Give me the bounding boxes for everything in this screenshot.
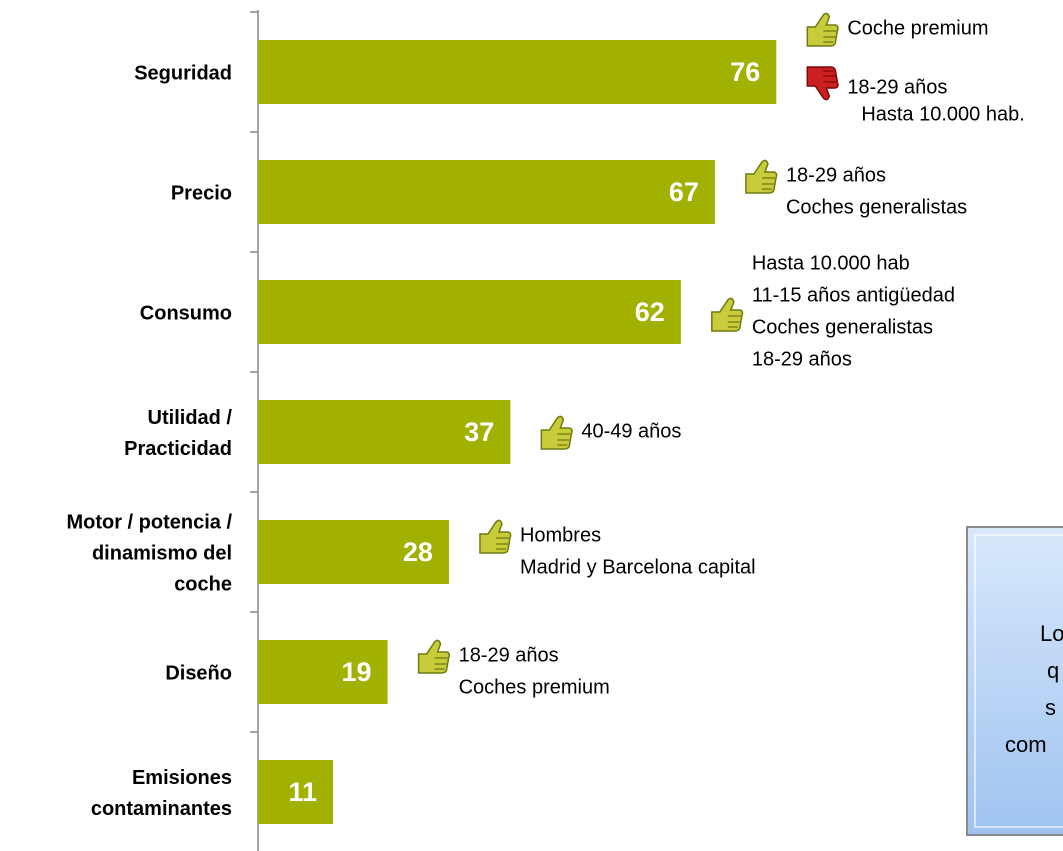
annotation-text: 18-29 años: [459, 644, 559, 666]
annotation-text: Coche premium: [847, 17, 988, 39]
category-label: Emisiones: [132, 767, 232, 789]
annotation-text: 18-29 años: [752, 348, 852, 370]
thumb-shape: [417, 639, 450, 674]
value-label: 11: [288, 777, 317, 807]
annotation-text: 18-29 años: [847, 76, 947, 98]
category-label: Precio: [171, 182, 232, 204]
value-label: 28: [403, 537, 433, 567]
annotation-text: 11-15 años antigüedad: [752, 284, 955, 306]
annotation-text: 40-49 años: [581, 420, 681, 442]
bar: [258, 160, 715, 224]
thumb-shape: [806, 12, 839, 47]
category-label: Practicidad: [124, 438, 232, 460]
value-label: 67: [669, 177, 699, 207]
thumb-shape: [745, 159, 778, 194]
box-text: q: [1047, 658, 1059, 683]
value-label: 37: [464, 417, 494, 447]
value-label: 76: [730, 57, 760, 87]
thumb-shape: [806, 66, 839, 101]
bar: [258, 400, 511, 464]
box-text: s: [1045, 695, 1056, 720]
annotation-text: Hombres: [520, 524, 601, 546]
category-label: Seguridad: [134, 62, 232, 84]
value-label: 19: [342, 657, 372, 687]
box-text: com: [1005, 732, 1047, 757]
bar: [258, 760, 334, 824]
annotation-text: Hasta 10.000 hab.: [861, 103, 1024, 125]
category-label: contaminantes: [91, 798, 232, 820]
thumb-up-icon: [806, 12, 839, 47]
thumb-fingers: [434, 657, 448, 670]
category-label: Consumo: [140, 302, 232, 324]
category-label: Motor / potencia /: [66, 511, 232, 533]
thumb-up-icon: [745, 159, 778, 194]
category-label: coche: [174, 573, 232, 595]
thumb-shape: [540, 415, 573, 450]
annotation-text: Madrid y Barcelona capital: [520, 556, 756, 578]
thumb-up-icon: [417, 639, 450, 674]
category-label: dinamismo del: [92, 542, 232, 564]
bar: [258, 520, 449, 584]
thumb-fingers: [557, 433, 571, 446]
bar: [258, 40, 777, 104]
annotation-text: Coches premium: [459, 676, 610, 698]
thumb-up-icon: [479, 519, 512, 554]
category-label: Utilidad /: [148, 407, 233, 429]
thumb-fingers: [495, 537, 509, 550]
annotation-text: Hasta 10.000 hab: [752, 252, 910, 274]
thumb-fingers: [823, 30, 837, 43]
value-label: 62: [635, 297, 665, 327]
box-bevel: [974, 534, 1063, 828]
bar: [258, 640, 388, 704]
thumb-up-icon: [540, 415, 573, 450]
summary-box: [966, 526, 1063, 836]
thumb-fingers: [823, 70, 837, 83]
box-text: Lo: [1040, 621, 1063, 646]
thumb-shape: [711, 297, 744, 332]
thumb-down-icon: [806, 66, 839, 101]
annotation-text: 18-29 años: [786, 164, 886, 186]
thumb-fingers: [727, 315, 741, 328]
annotation-text: Coches generalistas: [786, 196, 967, 218]
annotation-text: Coches generalistas: [752, 316, 933, 338]
thumb-up-icon: [711, 297, 744, 332]
bar: [258, 280, 681, 344]
thumb-fingers: [761, 177, 775, 190]
thumb-shape: [479, 519, 512, 554]
category-label: Diseño: [165, 662, 232, 684]
